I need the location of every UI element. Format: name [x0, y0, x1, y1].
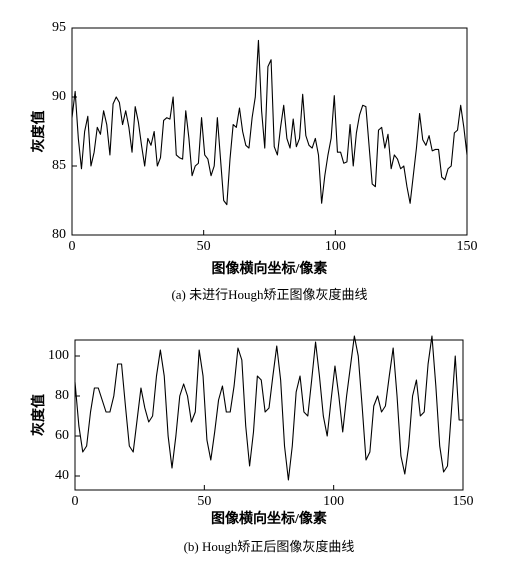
y-tick-label: 100: [48, 348, 69, 363]
y-tick-label: 80: [52, 227, 66, 242]
y-axis-label: 灰度值: [30, 394, 47, 436]
x-tick-label: 150: [457, 239, 478, 254]
plot-frame: [71, 27, 468, 236]
x-tick-label: 0: [69, 239, 76, 254]
x-axis-label: 图像横向坐标/像素: [212, 260, 328, 277]
x-axis-label: 图像横向坐标/像素: [211, 510, 327, 527]
caption: (b) Hough矫正后图像灰度曲线: [184, 539, 355, 554]
caption: (a) 未进行Hough矫正图像灰度曲线: [171, 287, 367, 302]
y-tick-label: 60: [55, 428, 69, 443]
plot-frame: [74, 339, 464, 491]
data-line: [74, 335, 463, 481]
x-tick-label: 100: [325, 239, 346, 254]
x-tick-label: 0: [72, 494, 79, 509]
y-tick-label: 85: [52, 158, 66, 173]
y-tick-label: 90: [52, 89, 66, 104]
y-tick-label: 40: [55, 468, 69, 483]
x-tick-label: 100: [323, 494, 344, 509]
x-tick-label: 50: [197, 494, 211, 509]
y-tick-label: 80: [55, 388, 69, 403]
x-tick-label: 150: [453, 494, 474, 509]
y-tick-label: 95: [52, 20, 66, 35]
y-axis-label: 灰度值: [30, 111, 47, 153]
x-tick-label: 50: [197, 239, 211, 254]
data-line: [71, 39, 468, 206]
